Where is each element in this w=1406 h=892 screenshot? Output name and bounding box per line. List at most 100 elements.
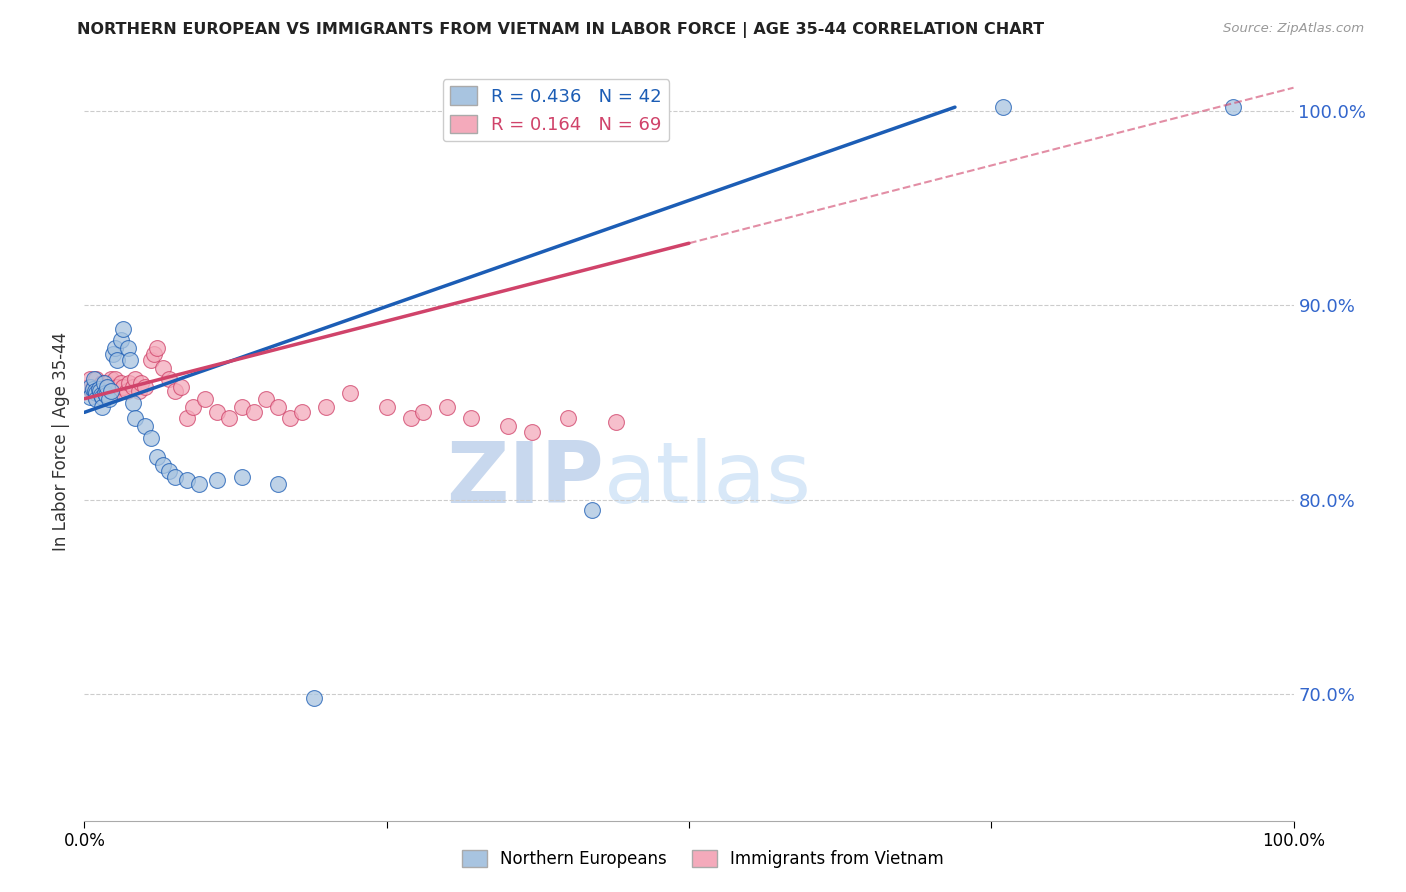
Point: [100, 384, 122, 398]
Point: [134, 380, 156, 394]
Text: Source: ZipAtlas.com: Source: ZipAtlas.com: [1223, 22, 1364, 36]
Point: [115, 384, 138, 398]
Point: [86, 386, 108, 401]
Point: [218, 411, 240, 425]
Point: [91, 376, 114, 391]
Point: [181, 400, 204, 414]
Point: [79, 380, 101, 394]
Point: [605, 415, 627, 429]
Point: [315, 400, 337, 414]
Point: [110, 334, 132, 348]
Point: [84, 380, 107, 394]
Point: [207, 405, 229, 419]
Point: [291, 405, 314, 419]
Point: [146, 450, 169, 464]
Point: [112, 322, 135, 336]
Point: [104, 372, 127, 386]
Point: [152, 360, 174, 375]
Point: [375, 400, 398, 414]
Point: [520, 425, 543, 439]
Point: [412, 405, 434, 419]
Point: [77, 380, 100, 394]
Point: [399, 411, 422, 425]
Point: [93, 376, 115, 391]
Point: [496, 419, 519, 434]
Point: [84, 384, 107, 398]
Point: [97, 384, 120, 398]
Point: [254, 392, 277, 406]
Point: [278, 411, 301, 425]
Point: [460, 411, 482, 425]
Point: [103, 347, 125, 361]
Point: [86, 392, 108, 406]
Text: atlas: atlas: [605, 438, 813, 521]
Point: [124, 411, 146, 425]
Point: [267, 477, 290, 491]
Text: ZIP: ZIP: [447, 438, 605, 521]
Point: [146, 341, 169, 355]
Point: [121, 395, 143, 409]
Point: [143, 347, 166, 361]
Point: [436, 400, 458, 414]
Point: [91, 400, 114, 414]
Point: [90, 388, 112, 402]
Point: [188, 477, 211, 491]
Point: [87, 380, 110, 394]
Point: [93, 384, 115, 398]
Point: [165, 469, 187, 483]
Point: [105, 352, 128, 367]
Point: [302, 691, 325, 706]
Point: [165, 384, 187, 398]
Point: [94, 380, 117, 394]
Point: [124, 372, 146, 386]
Point: [267, 400, 290, 414]
Point: [89, 384, 111, 398]
Point: [176, 474, 198, 488]
Point: [557, 411, 579, 425]
Point: [194, 392, 217, 406]
Point: [231, 469, 253, 483]
Point: [993, 100, 1015, 114]
Point: [90, 380, 112, 394]
Point: [94, 386, 117, 401]
Point: [89, 380, 111, 394]
Point: [83, 372, 105, 386]
Point: [100, 372, 122, 386]
Point: [110, 376, 132, 391]
Point: [89, 384, 111, 398]
Legend: R = 0.436   N = 42, R = 0.164   N = 69: R = 0.436 N = 42, R = 0.164 N = 69: [443, 79, 669, 141]
Y-axis label: In Labor Force | Age 35-44: In Labor Force | Age 35-44: [52, 332, 70, 551]
Point: [87, 382, 110, 396]
Point: [100, 380, 122, 394]
Point: [339, 386, 361, 401]
Point: [80, 384, 103, 398]
Point: [96, 376, 118, 391]
Point: [139, 352, 162, 367]
Point: [129, 376, 152, 391]
Point: [91, 390, 114, 404]
Point: [231, 400, 253, 414]
Point: [134, 419, 156, 434]
Point: [94, 388, 117, 402]
Point: [86, 384, 108, 398]
Point: [107, 384, 129, 398]
Point: [82, 382, 104, 396]
Text: NORTHERN EUROPEAN VS IMMIGRANTS FROM VIETNAM IN LABOR FORCE | AGE 35-44 CORRELAT: NORTHERN EUROPEAN VS IMMIGRANTS FROM VIE…: [77, 22, 1045, 38]
Point: [117, 341, 139, 355]
Point: [1222, 100, 1244, 114]
Point: [170, 380, 193, 394]
Point: [581, 502, 603, 516]
Point: [86, 384, 108, 398]
Point: [83, 388, 105, 402]
Point: [121, 380, 143, 394]
Point: [93, 376, 115, 391]
Point: [120, 352, 142, 367]
Point: [90, 388, 112, 402]
Point: [96, 380, 118, 394]
Legend: Northern Europeans, Immigrants from Vietnam: Northern Europeans, Immigrants from Viet…: [456, 843, 950, 875]
Point: [152, 458, 174, 472]
Point: [112, 380, 135, 394]
Point: [96, 384, 118, 398]
Point: [97, 380, 120, 394]
Point: [207, 474, 229, 488]
